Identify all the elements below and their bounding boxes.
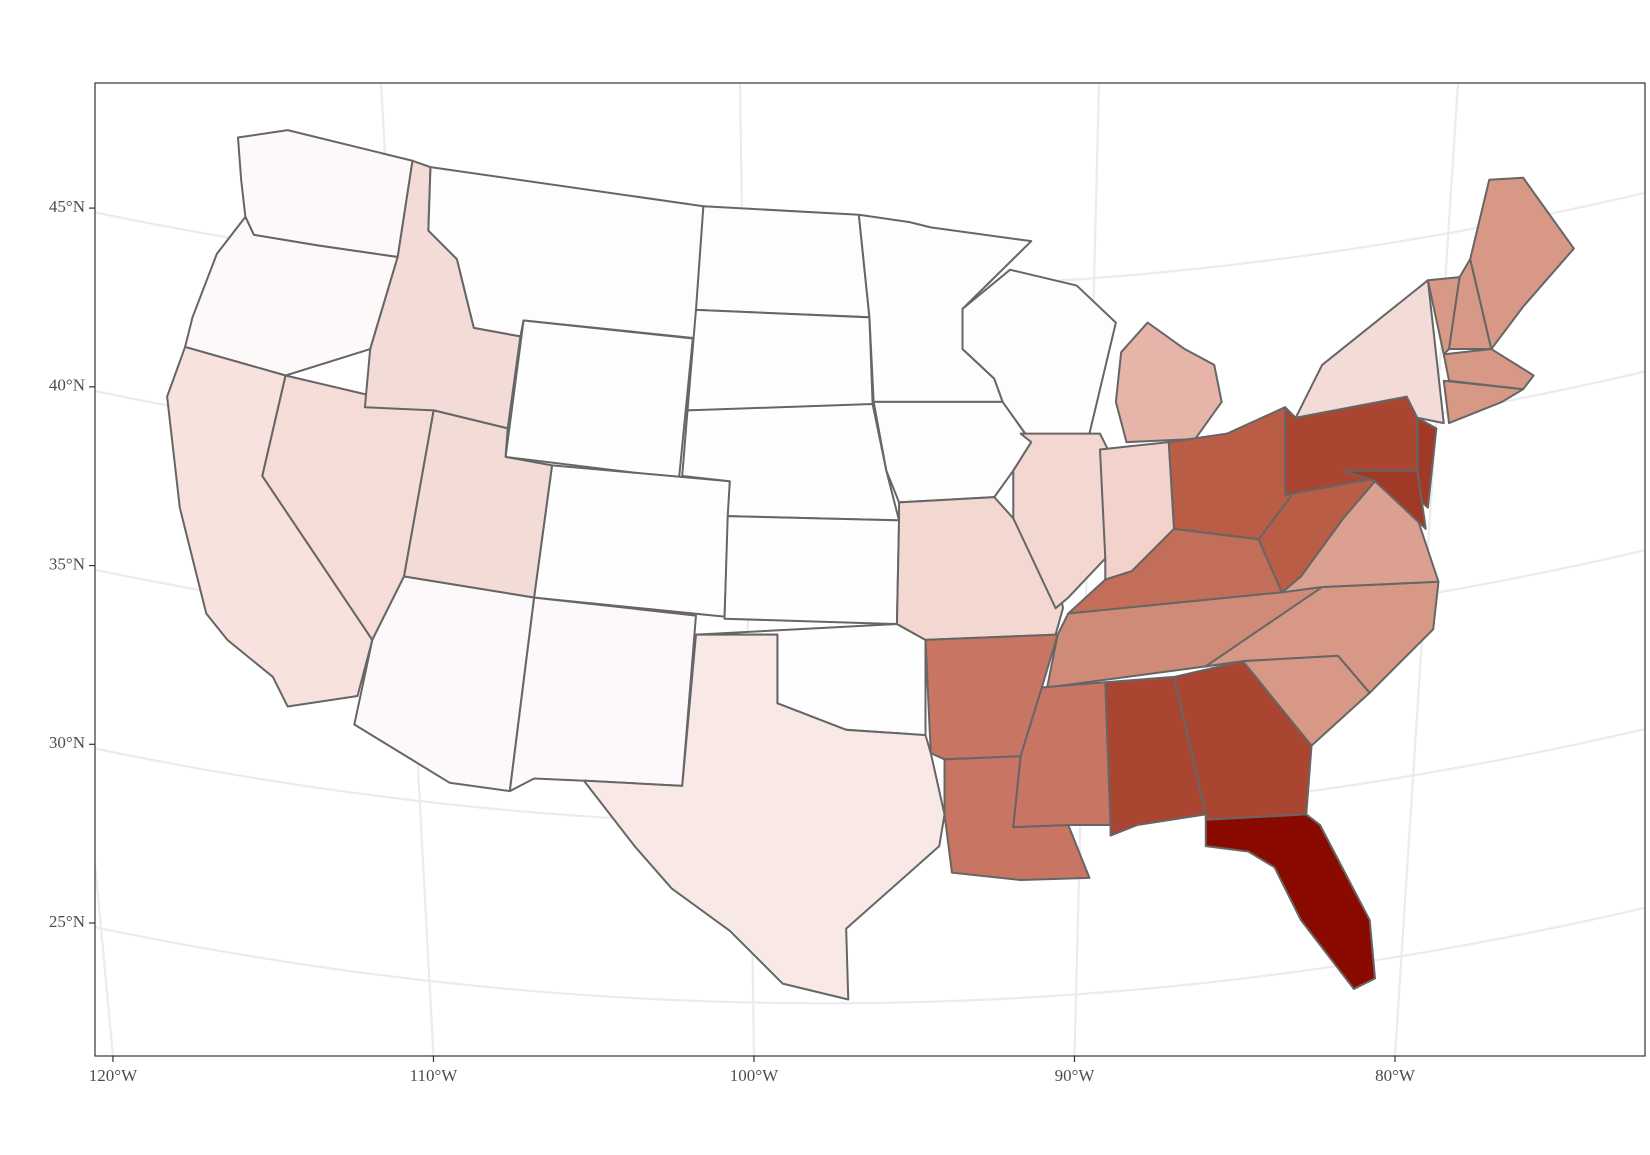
parallel <box>95 906 1645 1005</box>
y-tick-label: 45°N <box>49 197 85 216</box>
x-tick-label: 90°W <box>1055 1066 1096 1085</box>
state <box>427 166 705 340</box>
state <box>694 205 871 319</box>
state <box>1012 432 1112 610</box>
y-tick-label: 30°N <box>49 733 85 752</box>
state <box>1342 469 1427 530</box>
state <box>1204 813 1377 990</box>
x-tick-label: 80°W <box>1375 1066 1416 1085</box>
state <box>723 515 901 626</box>
x-tick-label: 110°W <box>410 1066 459 1085</box>
states <box>166 129 1575 1001</box>
state <box>872 400 1033 504</box>
y-tick-label: 25°N <box>49 912 85 931</box>
state <box>504 319 694 480</box>
state <box>1114 321 1223 444</box>
state <box>184 215 399 377</box>
x-tick-label: 100°W <box>730 1066 779 1085</box>
state <box>533 464 731 618</box>
y-tick-label: 40°N <box>49 376 85 395</box>
x-tick-label: 120°W <box>89 1066 138 1085</box>
state <box>582 633 946 1001</box>
state <box>508 596 697 793</box>
state <box>1469 176 1575 351</box>
state <box>1442 348 1535 391</box>
state <box>686 308 874 412</box>
y-tick-label: 35°N <box>49 554 85 573</box>
state <box>1442 379 1525 425</box>
panel-border <box>94 82 1646 1057</box>
state <box>1294 279 1445 425</box>
meridian <box>95 851 115 1056</box>
